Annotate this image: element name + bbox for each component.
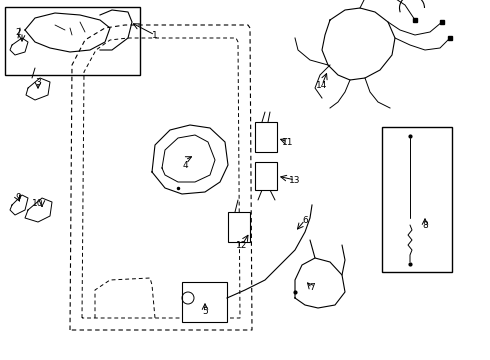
Text: 4: 4	[182, 161, 188, 170]
Bar	[255, 162, 277, 190]
Text: 3: 3	[35, 77, 41, 86]
Text: 10: 10	[32, 198, 44, 207]
Text: 9: 9	[15, 194, 21, 202]
Text: 6: 6	[302, 216, 308, 225]
Bar	[228, 212, 250, 242]
Text: 1: 1	[152, 31, 158, 40]
Bar	[255, 122, 277, 152]
Text: 8: 8	[422, 220, 428, 230]
Text: 14: 14	[317, 81, 328, 90]
Text: 7: 7	[309, 284, 315, 292]
Text: 2: 2	[15, 27, 21, 36]
Text: 13: 13	[289, 176, 301, 185]
Bar	[182, 282, 227, 322]
Bar	[382, 127, 452, 272]
Text: 12: 12	[236, 240, 247, 249]
Text: 5: 5	[202, 307, 208, 316]
Bar	[5, 7, 140, 75]
Text: 11: 11	[282, 138, 294, 147]
